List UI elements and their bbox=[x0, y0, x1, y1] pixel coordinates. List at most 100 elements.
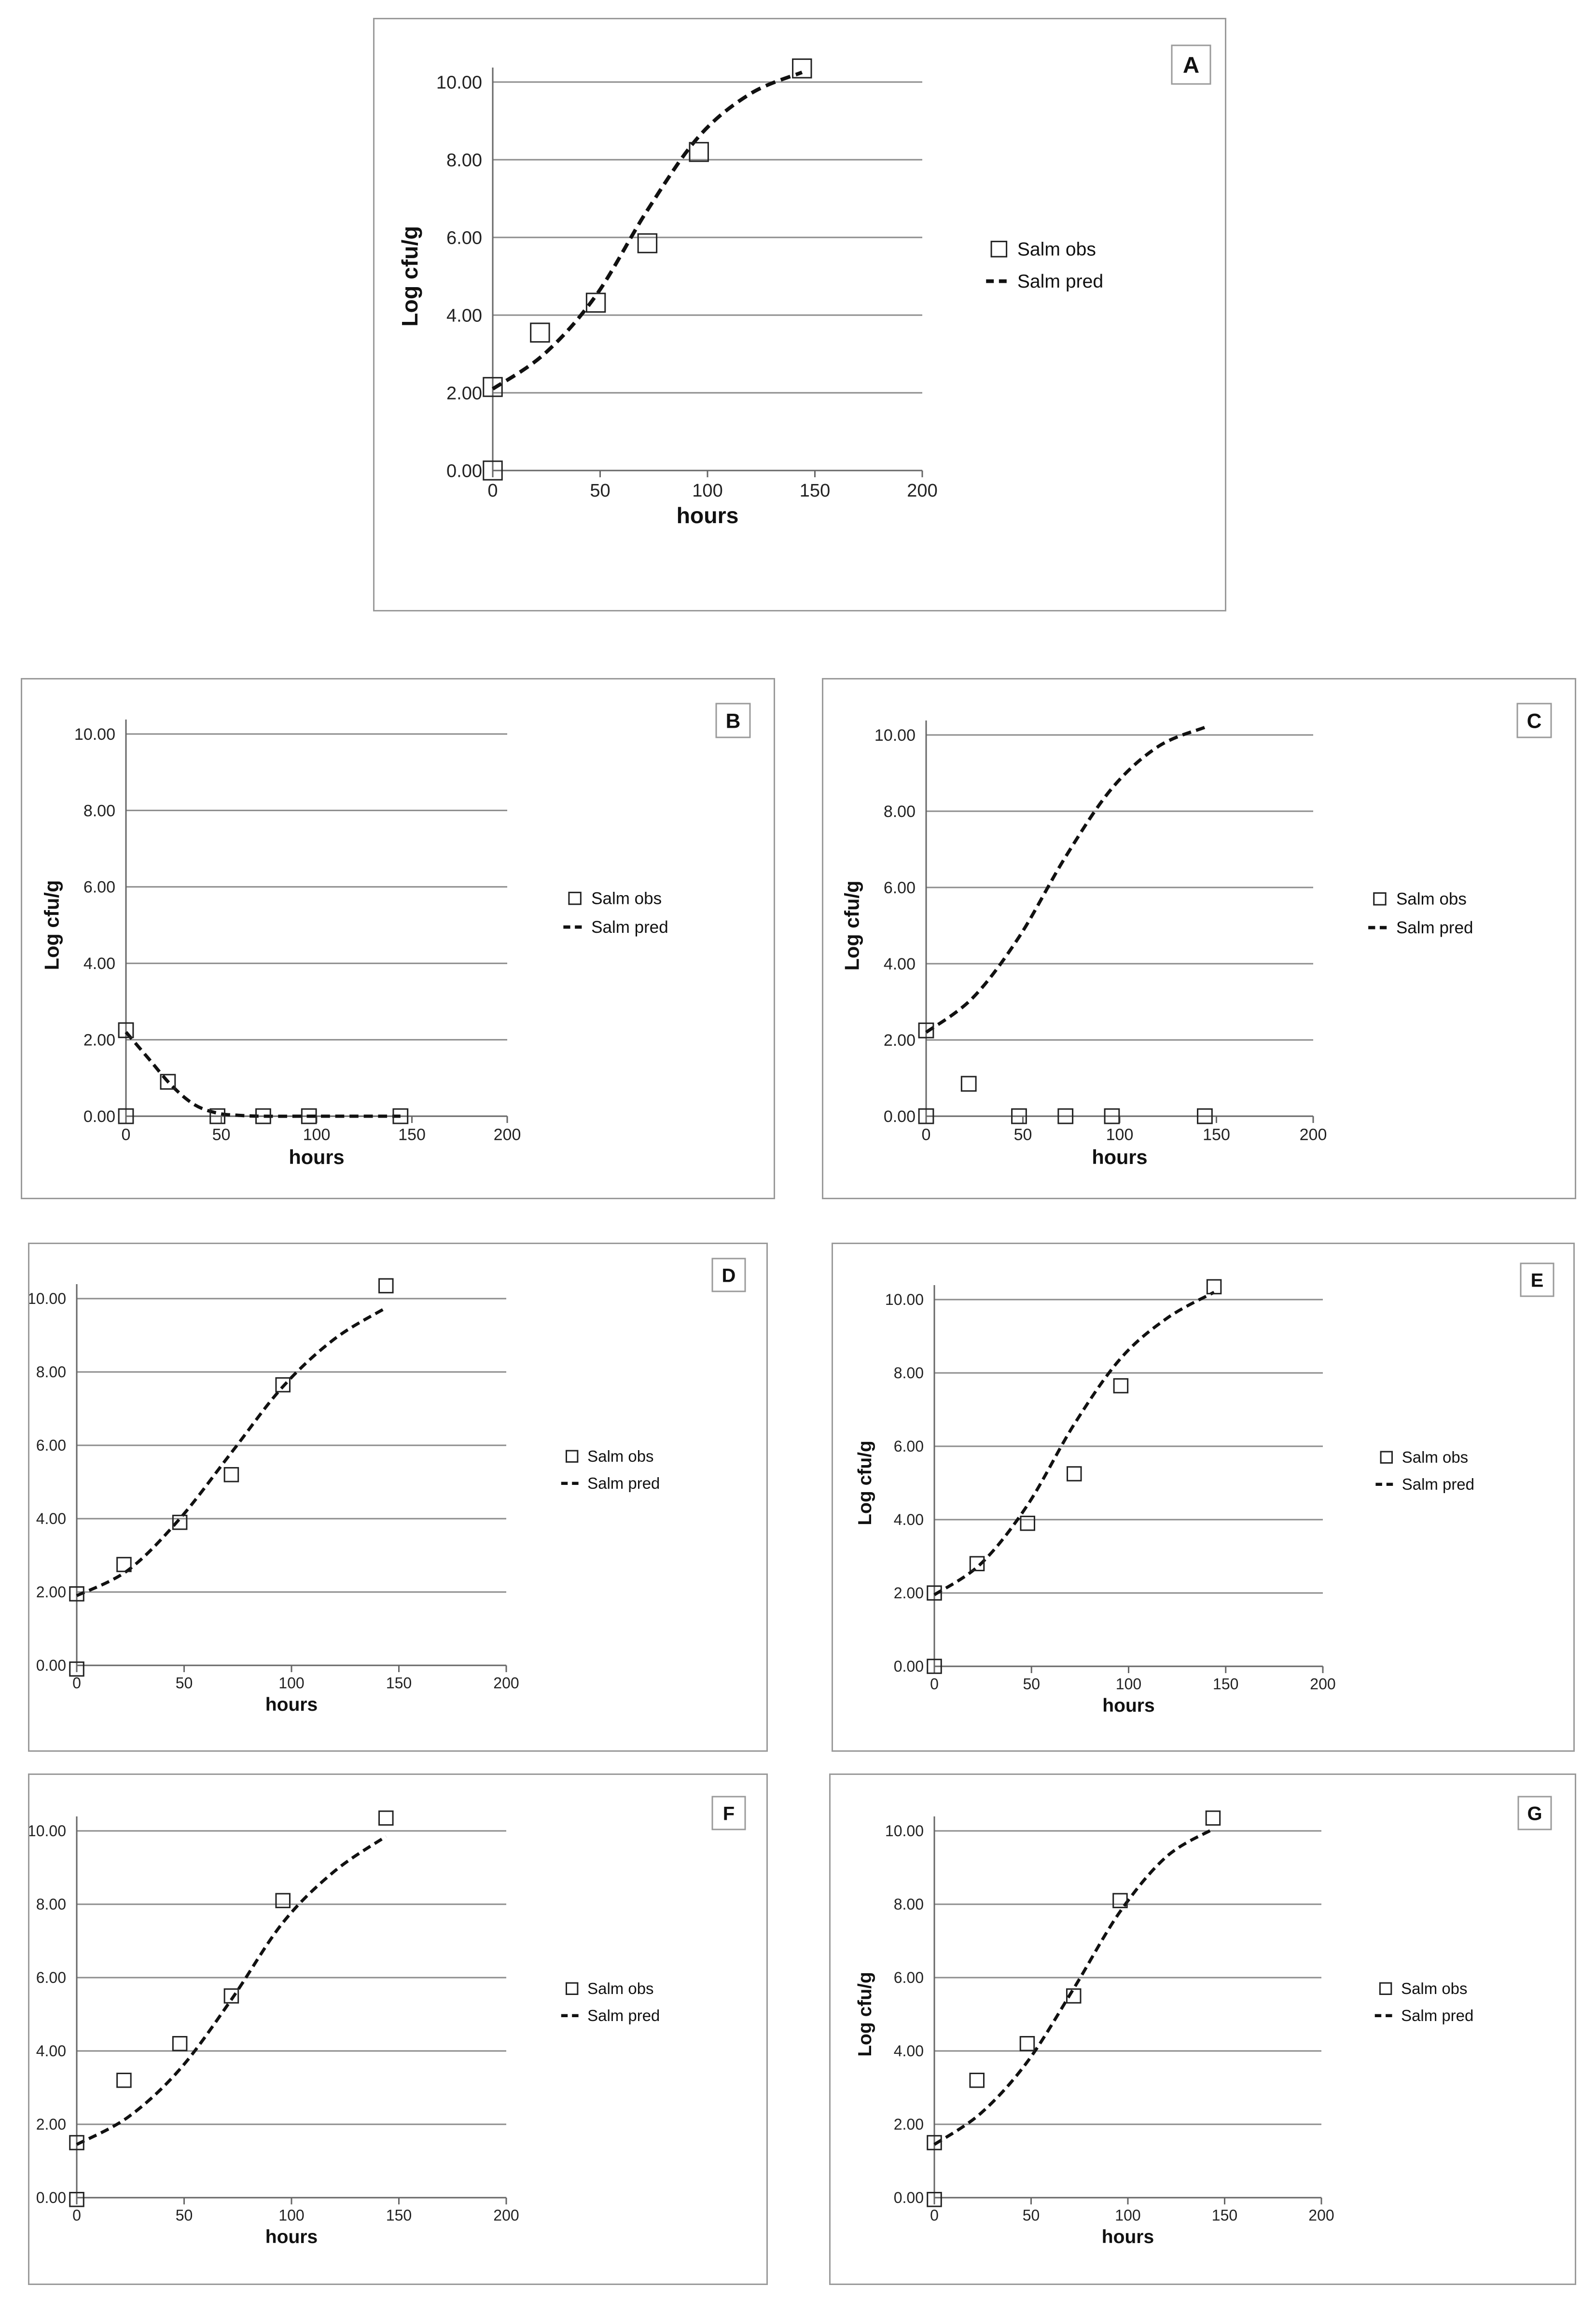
chart-b-y-tick-label: 0.00 bbox=[83, 1108, 115, 1126]
chart-b-pred-line bbox=[125, 1031, 401, 1118]
chart-a-obs-point bbox=[689, 142, 709, 162]
chart-e-legend-pred-label: Salm pred bbox=[1402, 1475, 1474, 1493]
chart-b-panel-label-box bbox=[715, 703, 751, 738]
chart-g-obs-point bbox=[1205, 1810, 1221, 1826]
chart-e-obs-point bbox=[1113, 1378, 1129, 1394]
chart-b-x-tick-label: 50 bbox=[212, 1126, 231, 1144]
chart-e-obs-point bbox=[1067, 1466, 1082, 1482]
chart-e-obs-point bbox=[1206, 1279, 1222, 1295]
chart-c-x-axis-title: hours bbox=[1092, 1146, 1147, 1168]
chart-g-obs-point bbox=[927, 2192, 942, 2207]
chart-g-x-tick-label: 50 bbox=[1023, 2207, 1040, 2224]
chart-a-obs-point bbox=[792, 58, 812, 79]
chart-c-x-tick-label: 50 bbox=[1014, 1126, 1032, 1144]
chart-d-y-tick-label: 10.00 bbox=[29, 1290, 66, 1307]
chart-f-legend-pred-label: Salm pred bbox=[587, 2007, 660, 2024]
chart-panel-f: 0.00 2.00 4.00 6.00 8.00 10.00 0 50 100 150 200 hou… bbox=[28, 1773, 768, 2285]
chart-d-y-tick-label: 6.00 bbox=[36, 1437, 66, 1454]
chart-f-obs-point bbox=[172, 2036, 188, 2051]
chart-b-y-axis-title: Log cfu/g bbox=[41, 880, 63, 970]
chart-d-x-axis-title: hours bbox=[265, 1694, 318, 1715]
chart-a-obs-point bbox=[637, 233, 658, 253]
chart-e-legend-obs-label: Salm obs bbox=[1402, 1448, 1468, 1466]
chart-f-x-tick-label: 50 bbox=[176, 2207, 193, 2224]
chart-a-y-tick-label: 4.00 bbox=[446, 305, 482, 326]
chart-c-y-tick-label: 2.00 bbox=[884, 1031, 916, 1050]
chart-b-legend-obs-label: Salm obs bbox=[591, 889, 662, 908]
chart-g-obs-point bbox=[927, 2135, 942, 2150]
chart-d-legend-obs-marker bbox=[565, 1450, 579, 1463]
chart-e-y-tick-label: 4.00 bbox=[894, 1511, 924, 1528]
chart-c-obs-point bbox=[918, 1022, 934, 1039]
chart-panel-d: 0.00 2.00 4.00 6.00 8.00 10.00 0 50 100 150 200 hou… bbox=[28, 1243, 768, 1752]
chart-b-y-tick-label: 6.00 bbox=[83, 878, 115, 897]
chart-b-obs-point bbox=[301, 1108, 317, 1124]
chart-g-obs-point bbox=[969, 2073, 985, 2088]
chart-f-obs-point bbox=[69, 2135, 84, 2150]
chart-d-y-tick-label: 4.00 bbox=[36, 1510, 66, 1527]
chart-e-obs-point bbox=[927, 1585, 942, 1601]
chart-f-y-tick-label: 2.00 bbox=[36, 2116, 66, 2133]
chart-d-panel-label: D bbox=[722, 1265, 736, 1286]
chart-e-panel-label-box bbox=[1520, 1262, 1554, 1297]
chart-f-panel-label: F bbox=[723, 1803, 735, 1824]
chart-c-obs-point bbox=[918, 1108, 934, 1124]
chart-c-x-tick-label: 0 bbox=[922, 1126, 931, 1144]
chart-c-y-axis-title: Log cfu/g bbox=[841, 881, 863, 971]
chart-b-legend-pred-label: Salm pred bbox=[591, 918, 668, 937]
chart-c-y-tick-label: 0.00 bbox=[884, 1108, 916, 1126]
chart-b-x-tick-label: 200 bbox=[494, 1126, 521, 1144]
chart-c-obs-point bbox=[960, 1076, 977, 1092]
chart-g-y-tick-label: 0.00 bbox=[894, 2189, 924, 2206]
chart-a-y-axis-title: Log cfu/g bbox=[397, 226, 422, 327]
chart-e-y-axis-title: Log cfu/g bbox=[855, 1440, 875, 1525]
chart-c-x-tick-label: 200 bbox=[1300, 1126, 1327, 1144]
chart-g-legend-obs-label: Salm obs bbox=[1401, 1980, 1467, 1997]
chart-f-y-tick-label: 10.00 bbox=[29, 1822, 66, 1840]
chart-a-legend-obs-marker bbox=[990, 240, 1008, 258]
chart-a-legend-obs-label: Salm obs bbox=[1017, 239, 1096, 260]
chart-e-x-axis-title: hours bbox=[1102, 1695, 1154, 1716]
chart-g-obs-point bbox=[1112, 1893, 1128, 1909]
chart-g-y-tick-label: 2.00 bbox=[894, 2116, 924, 2133]
chart-f-y-tick-label: 4.00 bbox=[36, 2042, 66, 2060]
chart-f-y-tick-label: 8.00 bbox=[36, 1896, 66, 1913]
chart-d-y-tick-label: 8.00 bbox=[36, 1363, 66, 1381]
chart-b-x-tick-label: 100 bbox=[303, 1126, 331, 1144]
chart-b-y-tick-label: 2.00 bbox=[83, 1031, 115, 1050]
chart-c-svg: 0.00 2.00 4.00 6.00 8.00 10.00 0 50 100 150 200 hou… bbox=[841, 703, 1552, 1168]
chart-c-legend-obs-marker bbox=[1373, 892, 1387, 906]
chart-g-x-tick-label: 100 bbox=[1115, 2207, 1140, 2224]
chart-a-panel-label-box bbox=[1171, 44, 1211, 85]
chart-d-y-tick-label: 0.00 bbox=[36, 1657, 66, 1674]
chart-g-legend-obs-marker bbox=[1379, 1982, 1392, 1995]
chart-a-x-tick-label: 150 bbox=[800, 481, 830, 501]
chart-d-x-tick-label: 200 bbox=[493, 1675, 519, 1692]
chart-b-obs-point bbox=[160, 1074, 176, 1090]
chart-d-x-tick-label: 50 bbox=[176, 1675, 193, 1692]
chart-f-panel-label-box bbox=[711, 1796, 746, 1830]
chart-a-x-tick-label: 50 bbox=[590, 481, 610, 501]
chart-g-panel-label: G bbox=[1527, 1803, 1542, 1824]
chart-b-x-tick-label: 0 bbox=[122, 1126, 131, 1144]
chart-panel-e: 0.00 2.00 4.00 6.00 8.00 10.00 0 50 100 150 200 hou… bbox=[832, 1243, 1575, 1752]
chart-f-legend-obs-label: Salm obs bbox=[587, 1980, 653, 1997]
chart-a-panel-label: A bbox=[1183, 53, 1199, 78]
chart-a-obs-point bbox=[585, 292, 606, 313]
chart-panel-b: 0.00 2.00 4.00 6.00 8.00 10.00 0 50 100 150 200 hou… bbox=[21, 678, 775, 1199]
chart-b-y-tick-label: 4.00 bbox=[83, 955, 115, 973]
chart-f-x-tick-label: 200 bbox=[493, 2207, 519, 2224]
chart-e-x-tick-label: 0 bbox=[930, 1676, 939, 1693]
chart-c-y-tick-label: 6.00 bbox=[884, 879, 916, 897]
chart-d-obs-point bbox=[69, 1661, 84, 1677]
chart-e-x-tick-label: 200 bbox=[1310, 1676, 1335, 1693]
chart-g-svg: 0.00 2.00 4.00 6.00 8.00 10.00 0 50 100 150 200 hou… bbox=[855, 1796, 1552, 2247]
chart-c-panel-label-box bbox=[1516, 703, 1552, 738]
chart-b-legend-obs-marker bbox=[568, 891, 582, 905]
chart-c-pred-line bbox=[925, 726, 1206, 1034]
chart-f-obs-point bbox=[69, 2192, 84, 2207]
chart-b-obs-point bbox=[118, 1022, 134, 1039]
chart-a-y-tick-label: 8.00 bbox=[446, 150, 482, 170]
chart-e-y-tick-label: 0.00 bbox=[894, 1658, 924, 1675]
chart-b-y-tick-label: 8.00 bbox=[83, 802, 115, 820]
